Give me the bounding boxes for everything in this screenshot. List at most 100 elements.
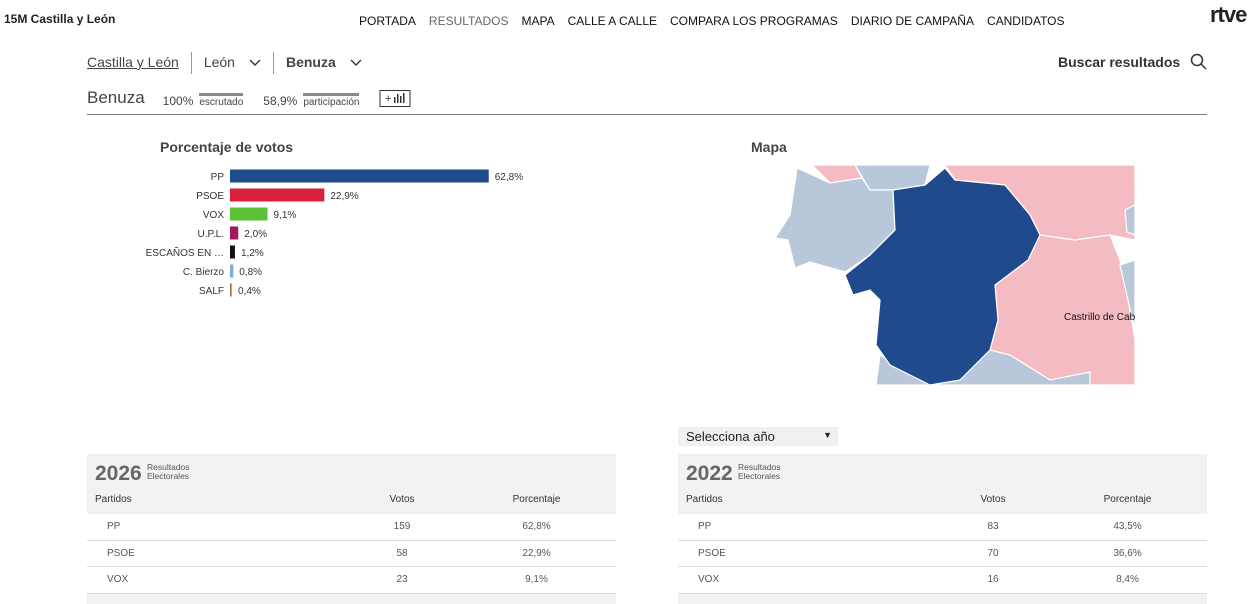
brand[interactable]: rtve [1210, 2, 1247, 27]
bar [230, 283, 232, 297]
column-header: Partidos [686, 494, 723, 505]
table-cell: 23 [396, 574, 408, 586]
subtitle-line: Resultados [738, 462, 781, 472]
year-select[interactable]: Selecciona año ▼ [678, 427, 838, 446]
year-select-label[interactable]: Selecciona año [686, 429, 775, 444]
value-label: 62,8% [495, 172, 523, 183]
table-row: PP 159 62,8% [87, 514, 616, 541]
column-header: Votos [389, 494, 415, 505]
table-footer [87, 593, 616, 604]
table-cell: 22,9% [522, 547, 551, 559]
nav-item[interactable]: DIARIO DE CAMPAÑA [850, 14, 974, 28]
map[interactable]: Castrillo de Cabr [775, 165, 1135, 385]
nav: PORTADA RESULTADOS MAPA CALLE A CALLE COMPAR… [359, 14, 1065, 28]
column-header: Votos [980, 494, 1006, 505]
bar [230, 245, 235, 259]
table-cell: VOX [698, 574, 720, 586]
table-cell: 70 [987, 547, 999, 559]
breadcrumb-item[interactable]: León [192, 52, 274, 74]
vote-chart: PP 62,8% PSOE 22,9% VOX 9,1% U.P.L. 2,0% ESCAÑOS… [146, 169, 523, 297]
table-cell: PP [107, 521, 121, 533]
logo[interactable]: 15M Castilla y León [4, 12, 116, 26]
table-cell: PSOE [698, 547, 726, 559]
nav-item[interactable]: RESULTADOS [428, 14, 509, 28]
table-row: VOX 23 9,1% [87, 567, 616, 594]
table-cell: 58 [396, 547, 408, 559]
nav-item[interactable]: CANDIDATOS [986, 14, 1065, 28]
table-year: 2022 [686, 462, 733, 485]
scrutinized: 100% [162, 94, 194, 108]
breadcrumb-item[interactable]: Benuza [274, 52, 374, 74]
bar-label: VOX [203, 210, 224, 221]
table-cell: 36,6% [1113, 547, 1142, 559]
chevron-icon[interactable] [350, 59, 362, 67]
table-row: PP 83 43,5% [678, 514, 1207, 541]
chevron-icon[interactable] [249, 59, 261, 67]
chevron[interactable] [336, 54, 362, 70]
bar [230, 226, 239, 240]
bar [230, 169, 489, 183]
divider [87, 114, 1207, 115]
table-cell: VOX [107, 574, 129, 586]
subtitle-line: Resultados [147, 462, 190, 472]
breadcrumb: Castilla y León León Benuza [87, 52, 374, 74]
map-label: Castrillo de Cabr [1064, 312, 1135, 323]
table-header: 2022 Resultados Electorales Partidos Votos Po… [678, 454, 1207, 514]
table-cell: 9,1% [525, 574, 548, 586]
bar-label: PP [211, 172, 225, 183]
scrutinized-label: escrutado [199, 93, 244, 108]
table-row: VOX 16 8,4% [678, 567, 1207, 594]
search[interactable]: Buscar resultados [1058, 53, 1208, 71]
bar-label: C. Bierzo [183, 267, 225, 278]
bar-label: PSOE [196, 191, 224, 202]
table-year: 2026 [95, 462, 142, 485]
column-header: Porcentaje [1103, 494, 1152, 505]
results-table: 2022 Resultados Electorales Partidos Votos Po… [678, 454, 1207, 604]
dropdown-arrow[interactable]: ▼ [823, 430, 832, 440]
place: Benuza [87, 88, 145, 107]
table-cell: PSOE [107, 547, 135, 559]
bar-label: ESCAÑOS EN … [146, 246, 224, 259]
search-label[interactable]: Buscar resultados [1058, 54, 1181, 70]
results-table: 2026 Resultados Electorales Partidos Votos Po… [87, 454, 616, 604]
value-label: 0,8% [239, 267, 262, 278]
bar-label: U.P.L. [198, 229, 225, 240]
table-cell: 62,8% [522, 521, 551, 533]
value-label: 0,4% [238, 286, 261, 297]
subtitle-line: Electorales [738, 471, 781, 481]
column-headers: Partidos Votos Porcentaje [87, 494, 616, 505]
table-row: PSOE 70 36,6% [678, 541, 1207, 567]
breadcrumb-item[interactable]: Castilla y León [87, 52, 192, 74]
column-headers: Partidos Votos Porcentaje [678, 494, 1207, 505]
nav-item[interactable]: COMPARA LOS PROGRAMAS [670, 14, 838, 28]
table-cell: 16 [987, 574, 999, 586]
nav-item[interactable]: PORTADA [359, 14, 416, 28]
bar [230, 207, 268, 221]
table-header: 2026 Resultados Electorales Partidos Votos Po… [87, 454, 616, 514]
value-label: 9,1% [273, 210, 296, 221]
value-label: 1,2% [241, 248, 264, 259]
compare-button[interactable]: + [379, 90, 411, 108]
table-footer [678, 593, 1207, 604]
summary: Benuza 100% escrutado 58,9% participació… [87, 88, 411, 108]
column-header: Partidos [95, 494, 132, 505]
svg-text:+: + [385, 93, 391, 105]
bar [230, 264, 234, 278]
table-cell: 83 [987, 521, 999, 533]
table-row: PSOE 58 22,9% [87, 541, 616, 567]
search-icon[interactable] [1190, 53, 1208, 71]
table-cell: 43,5% [1113, 521, 1142, 533]
bar [230, 188, 325, 202]
chevron[interactable] [235, 54, 261, 70]
nav-item[interactable]: CALLE A CALLE [567, 14, 657, 28]
table-cell: PP [698, 521, 712, 533]
table-cell: 159 [393, 521, 411, 533]
value-label: 22,9% [330, 191, 358, 202]
table-cell: 8,4% [1116, 574, 1139, 586]
participation: 58,9% [263, 94, 298, 108]
nav-item[interactable]: MAPA [521, 14, 555, 28]
value-label: 2,0% [244, 229, 267, 240]
map-title: Mapa [751, 139, 787, 155]
